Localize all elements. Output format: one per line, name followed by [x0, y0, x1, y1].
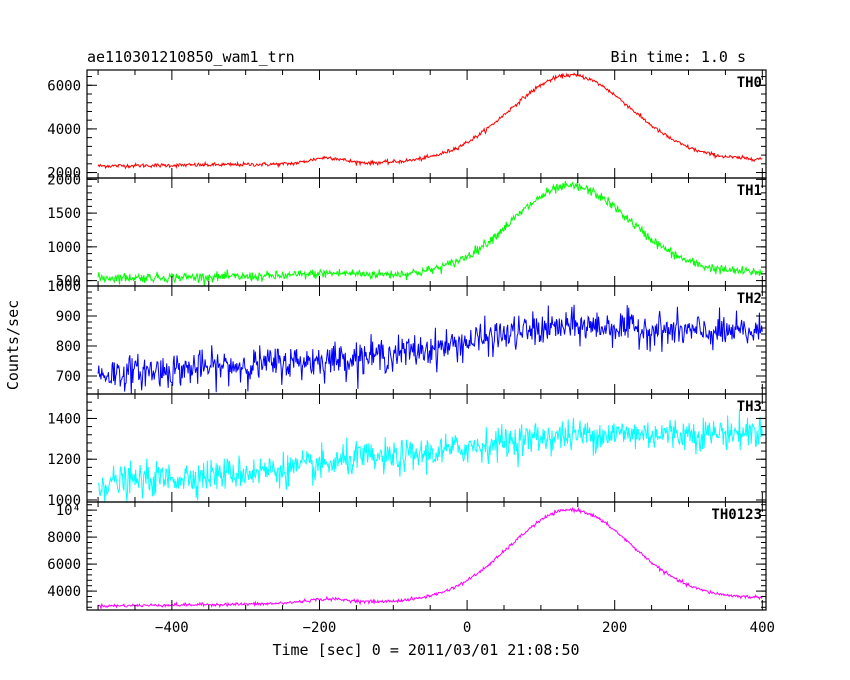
y-axis-label: Counts/sec — [4, 300, 22, 390]
y-tick-label-th1: 1000 — [47, 240, 81, 256]
bin-time-label: Bin time: 1.0 s — [611, 48, 746, 66]
x-axis-label: Time [sec] 0 = 2011/03/01 21:08:50 — [272, 641, 579, 659]
y-tick-label-th1: 1500 — [47, 206, 81, 222]
x-tick-label: −200 — [303, 620, 337, 636]
series-line-th1 — [97, 181, 763, 286]
panel-frame-th2 — [86, 285, 767, 395]
series-line-th0123 — [97, 506, 763, 609]
panel-label-th0: TH0 — [737, 75, 762, 91]
y-tick-label-th0123: 10⁴ — [56, 503, 81, 519]
series-line-th2 — [97, 304, 763, 394]
y-tick-label-th0123: 4000 — [47, 584, 81, 600]
y-tick-label-th2: 900 — [56, 309, 81, 325]
y-tick-label-th3: 1200 — [47, 452, 81, 468]
y-tick-label-th3: 1000 — [47, 493, 81, 509]
y-tick-label-th2: 1000 — [47, 279, 81, 295]
y-tick-label-th0: 6000 — [47, 78, 81, 94]
panel-label-th0123: TH0123 — [711, 507, 762, 523]
x-tick-label: −400 — [155, 620, 189, 636]
y-tick-label-th0: 4000 — [47, 122, 81, 138]
x-tick-label: 0 — [463, 620, 471, 636]
chart-title: ae110301210850_wam1_trn — [87, 48, 295, 66]
x-tick-label: 400 — [750, 620, 775, 636]
panel-frame-th0123 — [86, 501, 767, 611]
y-tick-label-th2: 700 — [56, 369, 81, 385]
panel-label-th2: TH2 — [737, 291, 762, 307]
panel-label-th1: TH1 — [737, 183, 762, 199]
y-tick-label-th0123: 6000 — [47, 557, 81, 573]
panel-frame-th0 — [86, 69, 767, 179]
panels-group: TH0200040006000TH1500100015002000TH27008… — [47, 69, 775, 636]
y-tick-label-th1: 500 — [56, 274, 81, 290]
y-tick-label-th0123: 8000 — [47, 530, 81, 546]
x-tick-label: 200 — [602, 620, 627, 636]
series-line-th3 — [97, 409, 763, 502]
y-tick-label-th0: 2000 — [47, 166, 81, 182]
y-tick-label-th2: 800 — [56, 339, 81, 355]
series-line-th0 — [97, 72, 763, 170]
panel-label-th3: TH3 — [737, 399, 762, 415]
y-tick-label-th1: 2000 — [47, 172, 81, 188]
y-tick-label-th3: 1400 — [47, 411, 81, 427]
